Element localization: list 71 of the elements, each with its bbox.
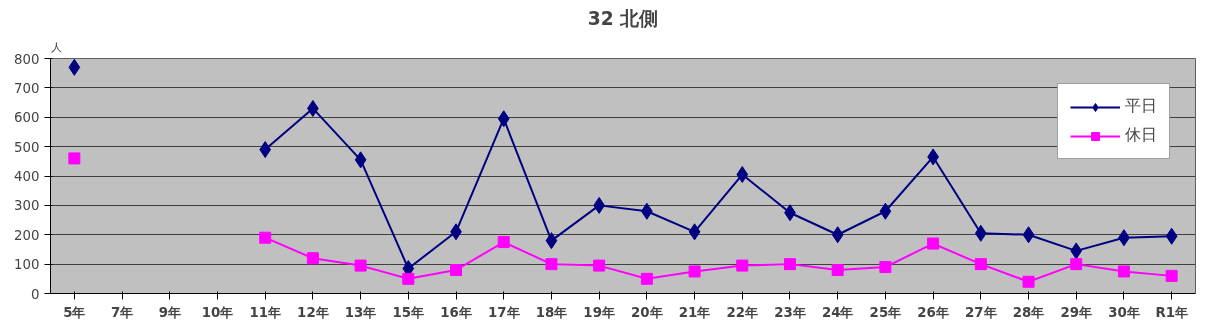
x-tick-label: 5年 [63, 304, 86, 320]
x-tick-label: 13年 [344, 304, 377, 320]
point [1022, 226, 1035, 244]
point [1070, 242, 1083, 260]
x-tick-label: R1年 [1155, 304, 1188, 320]
x-tick-label: 11年 [249, 304, 281, 320]
x-tick-label: 16年 [440, 304, 472, 320]
x-tick-label: 29年 [1060, 304, 1093, 320]
x-tick-label: 26年 [917, 304, 949, 320]
x-tick-label: 7年 [110, 304, 134, 320]
point [974, 224, 987, 242]
x-tick-label: 19年 [583, 304, 615, 320]
point [640, 272, 653, 285]
point [259, 141, 272, 159]
point [306, 252, 319, 265]
y-tick-label: 600 [14, 110, 40, 126]
x-tick-label: 9年 [158, 304, 181, 320]
y-tick-label: 800 [14, 51, 40, 67]
point [1117, 265, 1130, 278]
x-tick-label: 15年 [392, 304, 425, 320]
x-tick-label: 23年 [774, 304, 806, 320]
y-tick-label: 700 [14, 80, 40, 96]
point [831, 226, 844, 244]
point [545, 258, 558, 271]
point [1022, 275, 1035, 288]
point [736, 259, 749, 272]
point [545, 232, 558, 250]
y-tick-label: 400 [14, 169, 40, 184]
point [736, 166, 749, 184]
chart-title: 32 北側 [587, 7, 659, 29]
point [783, 258, 796, 271]
x-tick-label: 10年 [201, 304, 234, 320]
point [68, 152, 81, 165]
point [1165, 227, 1178, 245]
point [593, 259, 606, 272]
y-tick-label: 300 [14, 198, 40, 214]
point [450, 264, 463, 276]
point [1070, 258, 1083, 271]
point [1165, 269, 1178, 282]
x-tick-label: 25年 [869, 304, 902, 320]
point [354, 259, 367, 272]
y-tick-label: 100 [14, 257, 40, 273]
y-tick-label: 500 [14, 139, 40, 155]
x-tick-label: 12年 [297, 304, 329, 320]
point [831, 264, 844, 276]
legend-label: 休日 [1125, 125, 1157, 146]
point [688, 265, 701, 278]
x-tick-label: 22年 [726, 304, 759, 320]
x-tick-label: 20年 [631, 304, 663, 320]
y-tick-label: 0 [31, 286, 40, 302]
point [259, 231, 272, 244]
point [927, 237, 940, 250]
x-tick-label: 27年 [965, 304, 997, 320]
x-tick-label: 21年 [678, 304, 711, 320]
x-tick-label: 30年 [1108, 304, 1140, 320]
point [354, 151, 367, 169]
y-axis-title: 人 [50, 40, 62, 54]
point [68, 58, 81, 76]
point [879, 261, 892, 274]
point [974, 258, 987, 271]
point [497, 110, 510, 128]
y-tick-label: 200 [14, 227, 40, 243]
point [879, 202, 892, 220]
legend-label: 平日 [1125, 96, 1157, 117]
x-tick-label: 17年 [487, 304, 520, 320]
point [688, 223, 701, 241]
x-tick-label: 24年 [821, 304, 854, 320]
point [497, 236, 510, 249]
x-tick-label: 28年 [1012, 304, 1045, 320]
x-tick-label: 18年 [535, 304, 568, 320]
point [402, 272, 415, 285]
